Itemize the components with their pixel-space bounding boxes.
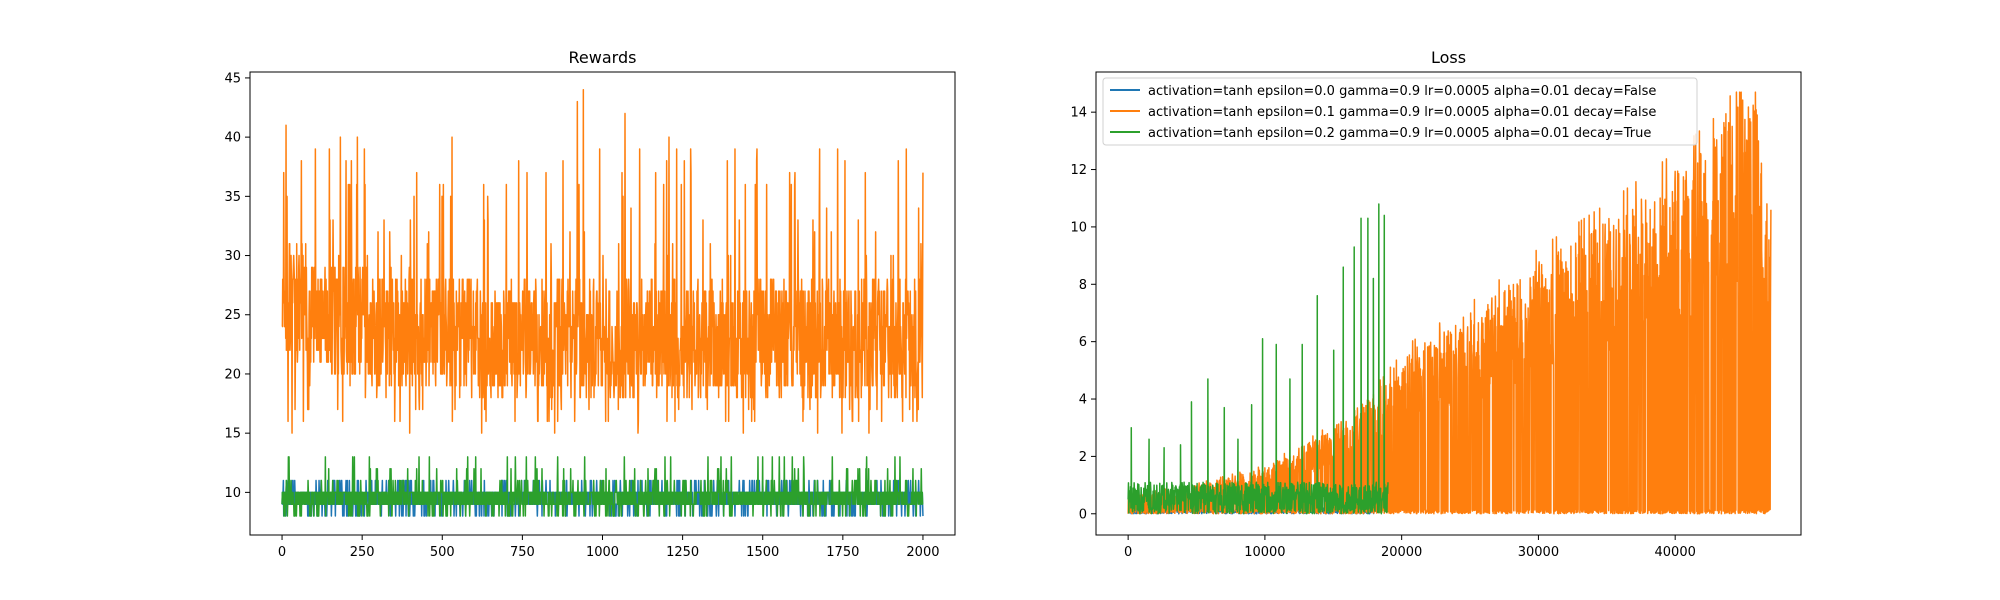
y-tick-label-0-6: 40 [224,131,241,146]
x-tick-label-0-7: 1750 [826,545,859,560]
x-tick-label-1-4: 40000 [1655,545,1696,560]
legend-label-0: activation=tanh epsilon=0.0 gamma=0.9 lr… [1148,84,1656,99]
series-line-0-2 [281,456,924,517]
series-line-0-1 [281,89,924,434]
x-tick-label-1-1: 10000 [1244,545,1285,560]
legend-box [1102,77,1698,146]
axes-frame-loss [1095,71,1802,536]
x-tick-label-0-8: 2000 [906,545,939,560]
x-tick-label-0-6: 1500 [746,545,779,560]
y-tick-label-1-0: 0 [1079,507,1087,522]
legend: activation=tanh epsilon=0.0 gamma=0.9 lr… [1102,77,1698,146]
chart-title-rewards: Rewards [569,48,637,67]
chart-title-loss: Loss [1431,48,1466,67]
x-tick-label-1-3: 30000 [1518,545,1559,560]
series-line-1-1 [1127,91,1772,515]
y-tick-label-1-4: 8 [1079,278,1087,293]
series-group-rewards [281,89,924,517]
legend-label-1: activation=tanh epsilon=0.1 gamma=0.9 lr… [1148,105,1656,120]
x-tick-label-0-4: 1000 [586,545,619,560]
y-tick-label-0-4: 30 [224,249,241,264]
ticks-group-rewards: 0 250 500 750 1000 1250 1500 1750 2000 10 15 20 25 30… [224,71,939,560]
x-tick-label-1-0: 0 [1124,545,1132,560]
y-tick-label-0-2: 20 [224,367,241,382]
y-tick-label-0-3: 25 [224,308,241,323]
ticks-group-loss: 0 10000 20000 30000 40000 0 2 4 6 8 10 12 14 [1070,106,1695,560]
x-tick-label-0-3: 750 [510,545,535,560]
y-tick-label-1-6: 12 [1070,163,1087,178]
x-tick-label-0-1: 250 [350,545,375,560]
chart-loss: 0 10000 20000 30000 40000 0 2 4 6 8 10 12 14 Loss ac… [1070,48,1802,560]
y-tick-label-1-3: 6 [1079,335,1087,350]
y-tick-label-0-1: 15 [224,427,241,442]
x-tick-label-0-5: 1250 [666,545,699,560]
x-tick-label-0-0: 0 [278,545,286,560]
y-tick-label-0-5: 35 [224,190,241,205]
y-tick-label-0-0: 10 [224,486,241,501]
series-line-1-2 [1127,203,1389,515]
axes-frame-rewards [249,71,956,536]
series-group-loss [1127,91,1772,515]
y-tick-label-1-1: 2 [1079,450,1087,465]
y-tick-label-1-2: 4 [1079,393,1087,408]
y-tick-label-1-5: 10 [1070,220,1087,235]
chart-rewards: 0 250 500 750 1000 1250 1500 1750 2000 10 15 20 25 30… [224,48,956,560]
y-tick-label-0-7: 45 [224,71,241,86]
legend-label-2: activation=tanh epsilon=0.2 gamma=0.9 lr… [1148,126,1651,141]
y-tick-label-1-7: 14 [1070,106,1087,121]
x-tick-label-0-2: 500 [430,545,455,560]
x-tick-label-1-2: 20000 [1381,545,1422,560]
